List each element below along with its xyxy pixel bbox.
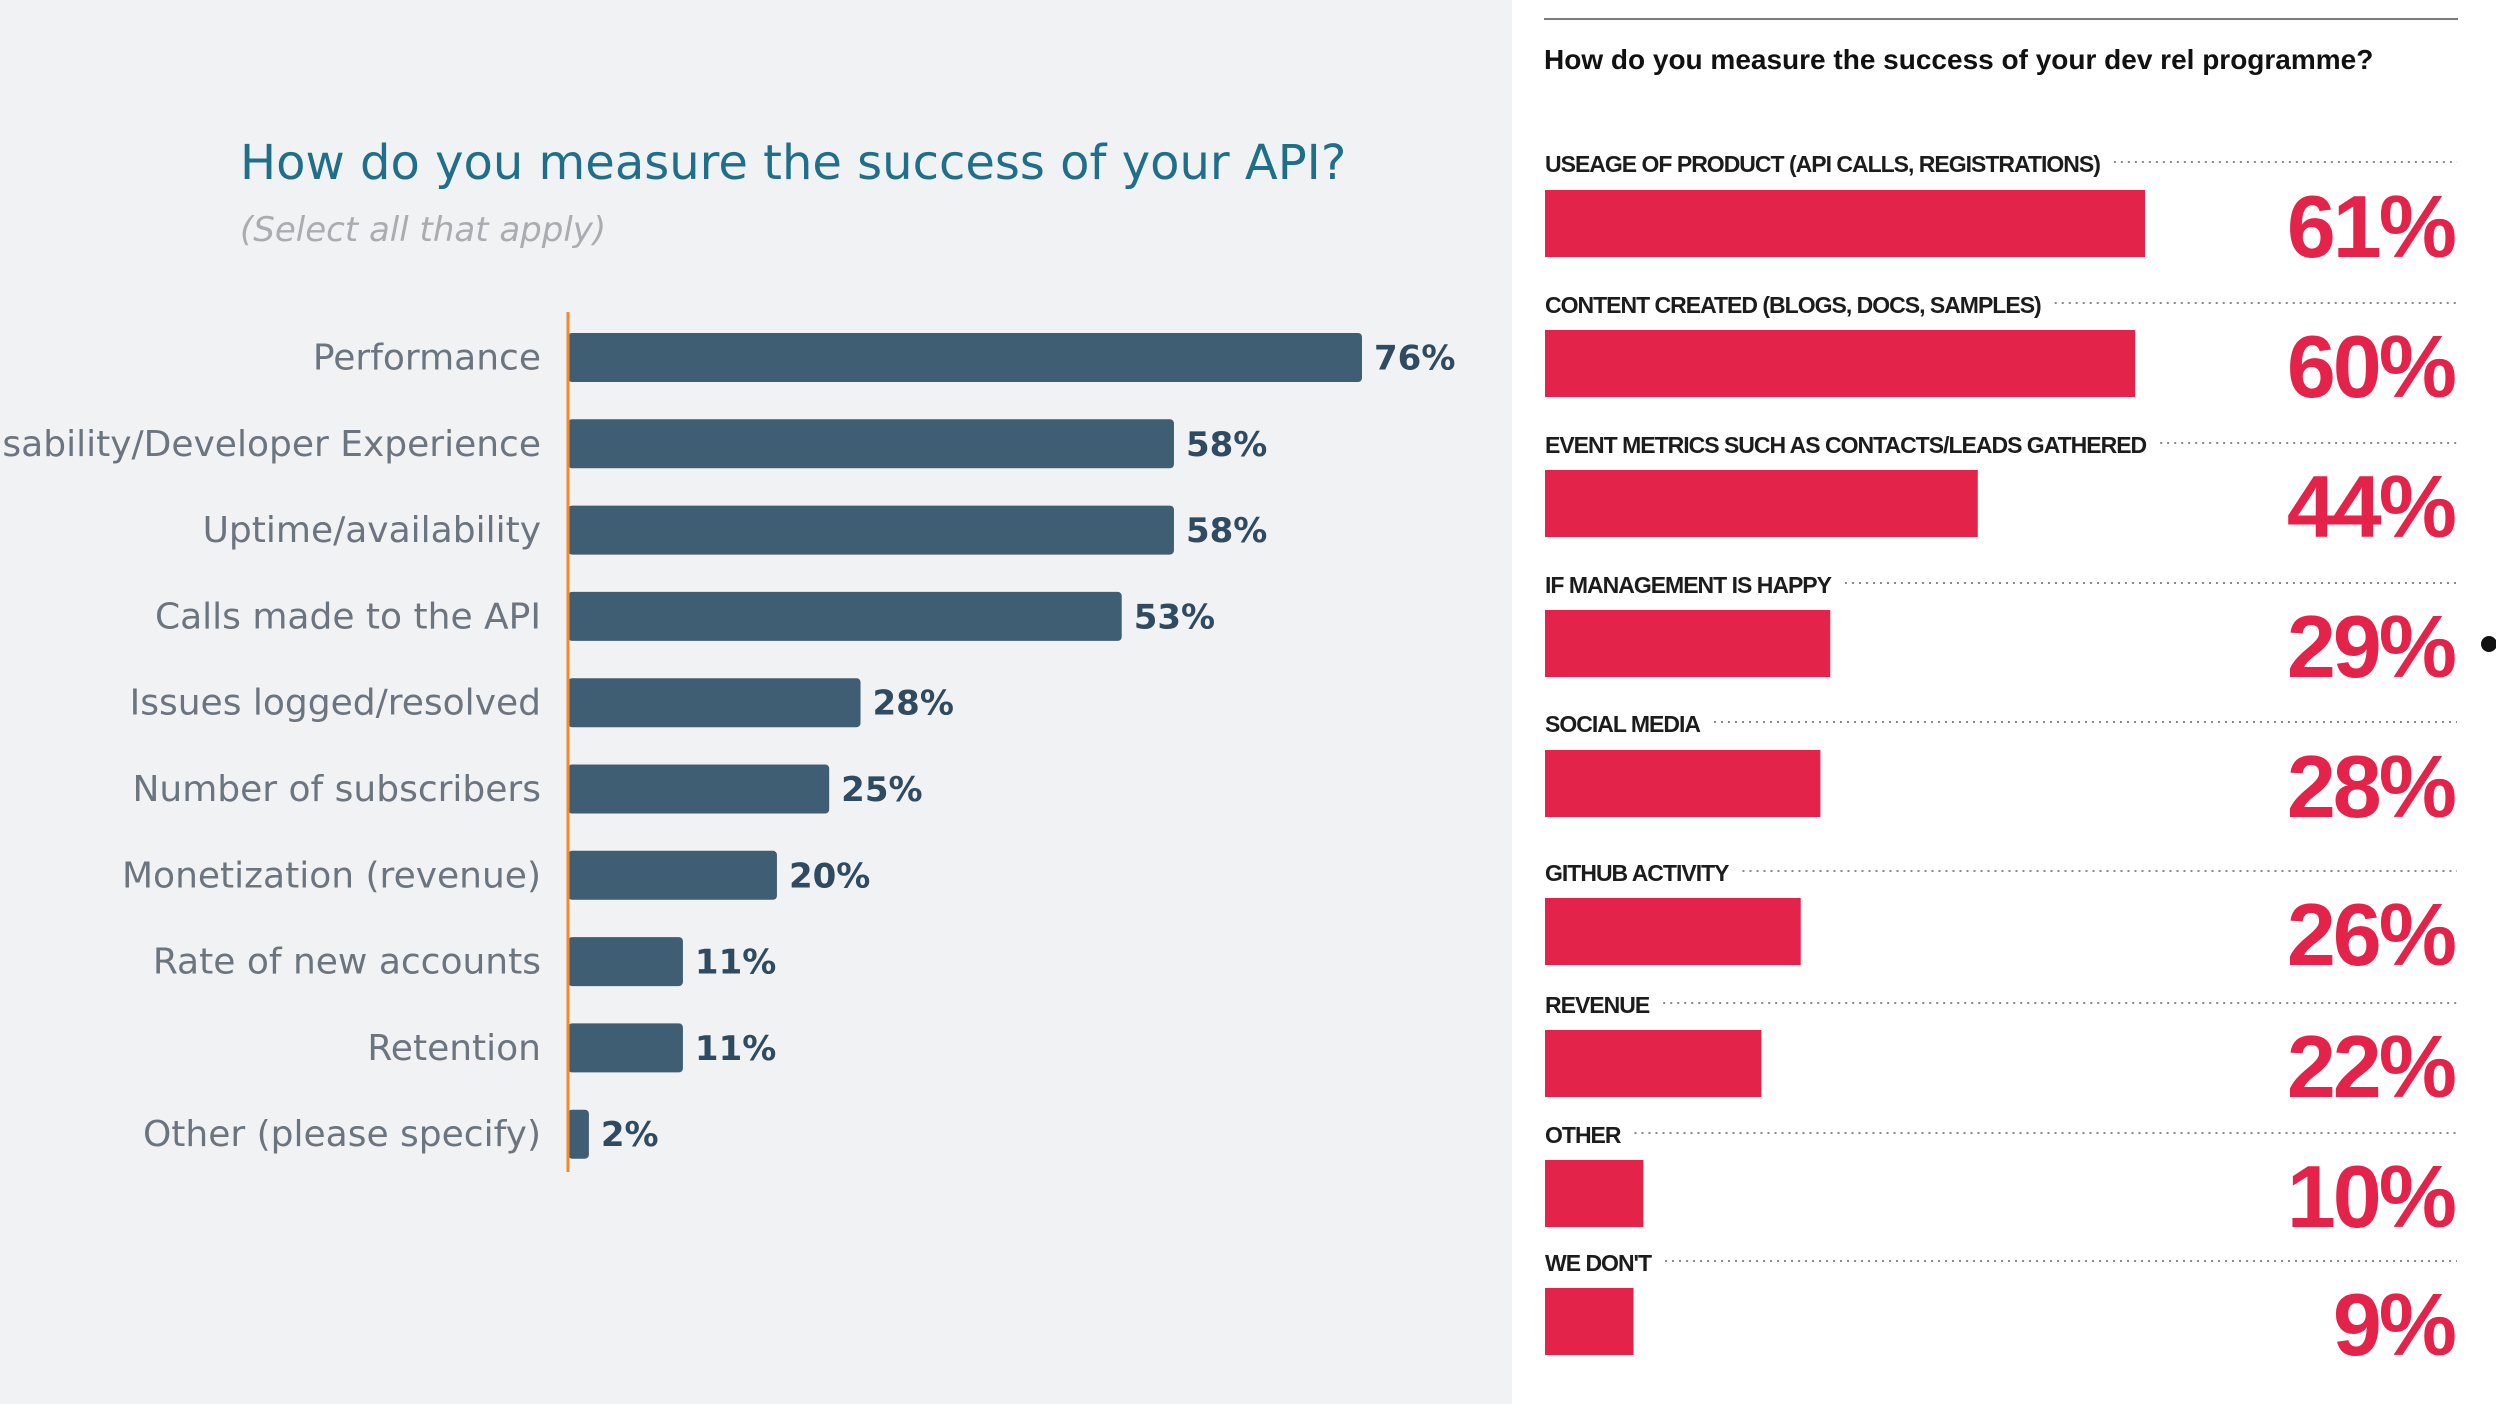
bar [1545, 750, 1821, 817]
data-label: 10% [2287, 1147, 2455, 1246]
category-label: Other (please specify) [143, 1114, 541, 1155]
data-label: 29% [2287, 597, 2455, 696]
left-bar-chart: Performance 76% Usability/Developer Experi… [0, 312, 1455, 1172]
bar [568, 1023, 683, 1073]
bar [568, 678, 861, 728]
data-label: 28% [2287, 737, 2455, 836]
data-label: 2% [601, 1115, 659, 1155]
bar [568, 419, 1174, 469]
bar [568, 591, 1122, 641]
category-label: REVENUE [1545, 992, 1650, 1018]
bar [1545, 1288, 1634, 1355]
category-label: Calls made to the API [155, 596, 541, 637]
category-label: OTHER [1545, 1122, 1622, 1148]
right-chart-title: How do you measure the success of your d… [1544, 44, 2374, 75]
api-success-chart-panel: How do you measure the success of your A… [0, 0, 1512, 1404]
category-label: Issues logged/resolved [130, 683, 541, 724]
category-label: Number of subscribers [132, 769, 541, 810]
bar [568, 764, 830, 814]
data-label: 60% [2287, 317, 2455, 416]
data-label: 25% [841, 770, 922, 810]
category-label: GITHUB ACTIVITY [1545, 860, 1729, 886]
left-chart-subtitle: (Select all that apply) [240, 210, 607, 250]
data-label: 9% [2333, 1275, 2455, 1374]
data-label: 76% [1374, 339, 1455, 379]
category-label: IF MANAGEMENT IS HAPPY [1545, 572, 1832, 598]
bar [568, 937, 683, 987]
bar [1545, 610, 1831, 677]
bar [568, 333, 1362, 382]
category-label: WE DON'T [1545, 1250, 1652, 1276]
bar [568, 850, 777, 900]
category-label: Rate of new accounts [153, 942, 541, 983]
data-label: 53% [1134, 597, 1215, 637]
category-label: Usability/Developer Experience [0, 424, 541, 465]
data-label: 58% [1186, 511, 1267, 551]
bar [568, 505, 1174, 555]
category-label: Monetization (revenue) [122, 855, 541, 896]
bar [1545, 190, 2145, 257]
category-label: USEAGE OF PRODUCT (API CALLS, REGISTRATI… [1545, 151, 2100, 177]
data-label: 22% [2287, 1017, 2455, 1116]
bar [1545, 330, 2136, 397]
left-chart-title: How do you measure the success of your A… [240, 135, 1347, 191]
category-label: Retention [367, 1028, 541, 1069]
bar [568, 1109, 589, 1159]
data-label: 26% [2287, 885, 2455, 984]
data-label: 28% [873, 684, 954, 724]
category-label: EVENT METRICS SUCH AS CONTACTS/LEADS GAT… [1545, 432, 2147, 458]
category-label: Uptime/availability [203, 510, 541, 551]
bar [1545, 1160, 1644, 1227]
bar [1545, 898, 1801, 965]
category-label: SOCIAL MEDIA [1545, 711, 1700, 737]
right-bar-chart: USEAGE OF PRODUCT (API CALLS, REGISTRATI… [1545, 151, 2458, 1374]
bullet-dot-icon [2481, 636, 2496, 652]
right-top-rule [1544, 18, 2458, 20]
data-label: 20% [789, 856, 870, 896]
bar [1545, 1030, 1762, 1097]
data-label: 44% [2287, 457, 2455, 556]
data-label: 11% [695, 1029, 776, 1069]
devrel-success-chart-panel: How do you measure the success of your d… [1512, 0, 2496, 1404]
data-label: 11% [695, 943, 776, 983]
data-label: 58% [1186, 425, 1267, 465]
category-label: Performance [313, 338, 541, 379]
bar [1545, 470, 1978, 537]
category-label: CONTENT CREATED (BLOGS, DOCS, SAMPLES) [1545, 292, 2041, 318]
data-label: 61% [2287, 177, 2455, 276]
